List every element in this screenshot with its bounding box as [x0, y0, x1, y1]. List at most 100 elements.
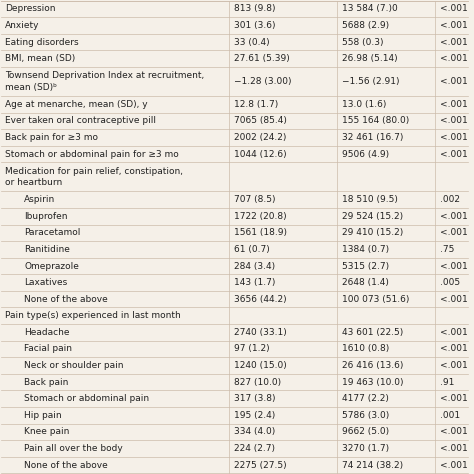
Text: Paracetamol: Paracetamol — [24, 228, 81, 237]
Text: 5688 (2.9): 5688 (2.9) — [342, 21, 389, 30]
Text: 13 584 (7.)0: 13 584 (7.)0 — [342, 4, 397, 13]
Text: <.001: <.001 — [439, 394, 467, 403]
Text: <.001: <.001 — [439, 444, 467, 453]
Text: 27.61 (5.39): 27.61 (5.39) — [234, 54, 290, 63]
Text: 29 410 (15.2): 29 410 (15.2) — [342, 228, 403, 237]
Text: 707 (8.5): 707 (8.5) — [234, 195, 276, 204]
Text: .005: .005 — [439, 278, 460, 287]
Text: Stomach or abdominal pain for ≥3 mo: Stomach or abdominal pain for ≥3 mo — [5, 150, 179, 159]
Text: Omeprazole: Omeprazole — [24, 262, 79, 271]
Text: Hip pain: Hip pain — [24, 411, 62, 420]
Text: 9506 (4.9): 9506 (4.9) — [342, 150, 389, 159]
Text: 33 (0.4): 33 (0.4) — [234, 37, 270, 46]
Text: 1610 (0.8): 1610 (0.8) — [342, 345, 389, 354]
Text: Aspirin: Aspirin — [24, 195, 55, 204]
Text: Ever taken oral contraceptive pill: Ever taken oral contraceptive pill — [5, 117, 156, 126]
Text: <.001: <.001 — [439, 212, 467, 221]
Text: 1561 (18.9): 1561 (18.9) — [234, 228, 287, 237]
Text: Headache: Headache — [24, 328, 70, 337]
Text: 4177 (2.2): 4177 (2.2) — [342, 394, 388, 403]
Text: Back pain: Back pain — [24, 378, 68, 387]
Text: 3656 (44.2): 3656 (44.2) — [234, 295, 287, 304]
Text: 1044 (12.6): 1044 (12.6) — [234, 150, 287, 159]
Text: <.001: <.001 — [439, 37, 467, 46]
Text: <.001: <.001 — [439, 150, 467, 159]
Text: Stomach or abdominal pain: Stomach or abdominal pain — [24, 394, 149, 403]
Text: 5315 (2.7): 5315 (2.7) — [342, 262, 389, 271]
Text: 5786 (3.0): 5786 (3.0) — [342, 411, 389, 420]
Text: Pain all over the body: Pain all over the body — [24, 444, 123, 453]
Text: 29 524 (15.2): 29 524 (15.2) — [342, 212, 402, 221]
Text: Ibuprofen: Ibuprofen — [24, 212, 67, 221]
Text: 301 (3.6): 301 (3.6) — [234, 21, 276, 30]
Text: 2002 (24.2): 2002 (24.2) — [234, 133, 286, 142]
Text: −1.56 (2.91): −1.56 (2.91) — [342, 77, 399, 86]
Text: 558 (0.3): 558 (0.3) — [342, 37, 383, 46]
Text: 284 (3.4): 284 (3.4) — [234, 262, 275, 271]
Text: Depression: Depression — [5, 4, 56, 13]
Text: 9662 (5.0): 9662 (5.0) — [342, 428, 389, 437]
Text: Back pain for ≥3 mo: Back pain for ≥3 mo — [5, 133, 99, 142]
Text: Ranitidine: Ranitidine — [24, 245, 70, 254]
Text: −1.28 (3.00): −1.28 (3.00) — [234, 77, 292, 86]
Text: 224 (2.7): 224 (2.7) — [234, 444, 275, 453]
Text: 43 601 (22.5): 43 601 (22.5) — [342, 328, 403, 337]
Text: 7065 (85.4): 7065 (85.4) — [234, 117, 287, 126]
Text: <.001: <.001 — [439, 345, 467, 354]
Text: <.001: <.001 — [439, 461, 467, 470]
Text: Age at menarche, mean (SD), y: Age at menarche, mean (SD), y — [5, 100, 148, 109]
Text: 195 (2.4): 195 (2.4) — [234, 411, 275, 420]
Text: .002: .002 — [439, 195, 460, 204]
Text: 100 073 (51.6): 100 073 (51.6) — [342, 295, 409, 304]
Text: .001: .001 — [439, 411, 460, 420]
Text: Facial pain: Facial pain — [24, 345, 72, 354]
Text: <.001: <.001 — [439, 361, 467, 370]
Text: 317 (3.8): 317 (3.8) — [234, 394, 276, 403]
Text: Knee pain: Knee pain — [24, 428, 69, 437]
Text: 26 416 (13.6): 26 416 (13.6) — [342, 361, 403, 370]
Text: 61 (0.7): 61 (0.7) — [234, 245, 270, 254]
Text: .75: .75 — [439, 245, 454, 254]
Text: Laxatives: Laxatives — [24, 278, 67, 287]
Text: 3270 (1.7): 3270 (1.7) — [342, 444, 389, 453]
Text: 827 (10.0): 827 (10.0) — [234, 378, 281, 387]
Text: <.001: <.001 — [439, 428, 467, 437]
Text: Townsend Deprivation Index at recruitment,
mean (SD)ᵇ: Townsend Deprivation Index at recruitmen… — [5, 72, 205, 91]
Text: 13.0 (1.6): 13.0 (1.6) — [342, 100, 386, 109]
Text: .91: .91 — [439, 378, 454, 387]
Text: 1722 (20.8): 1722 (20.8) — [234, 212, 287, 221]
Text: 97 (1.2): 97 (1.2) — [234, 345, 270, 354]
Text: 143 (1.7): 143 (1.7) — [234, 278, 275, 287]
Text: <.001: <.001 — [439, 4, 467, 13]
Text: Neck or shoulder pain: Neck or shoulder pain — [24, 361, 124, 370]
Text: <.001: <.001 — [439, 133, 467, 142]
Text: 2740 (33.1): 2740 (33.1) — [234, 328, 287, 337]
Text: None of the above: None of the above — [24, 295, 108, 304]
Text: 1240 (15.0): 1240 (15.0) — [234, 361, 287, 370]
Text: 813 (9.8): 813 (9.8) — [234, 4, 276, 13]
Text: <.001: <.001 — [439, 262, 467, 271]
Text: BMI, mean (SD): BMI, mean (SD) — [5, 54, 76, 63]
Text: <.001: <.001 — [439, 100, 467, 109]
Text: <.001: <.001 — [439, 295, 467, 304]
Text: 32 461 (16.7): 32 461 (16.7) — [342, 133, 403, 142]
Text: <.001: <.001 — [439, 117, 467, 126]
Text: <.001: <.001 — [439, 21, 467, 30]
Text: 26.98 (5.14): 26.98 (5.14) — [342, 54, 397, 63]
Text: <.001: <.001 — [439, 54, 467, 63]
Text: 74 214 (38.2): 74 214 (38.2) — [342, 461, 402, 470]
Text: <.001: <.001 — [439, 77, 467, 86]
Text: None of the above: None of the above — [24, 461, 108, 470]
Text: Medication for pain relief, constipation,
or heartburn: Medication for pain relief, constipation… — [5, 167, 183, 187]
Text: <.001: <.001 — [439, 228, 467, 237]
Text: 1384 (0.7): 1384 (0.7) — [342, 245, 389, 254]
Text: 12.8 (1.7): 12.8 (1.7) — [234, 100, 278, 109]
Text: 155 164 (80.0): 155 164 (80.0) — [342, 117, 409, 126]
Text: 2648 (1.4): 2648 (1.4) — [342, 278, 388, 287]
Text: 2275 (27.5): 2275 (27.5) — [234, 461, 287, 470]
Text: Pain type(s) experienced in last month: Pain type(s) experienced in last month — [5, 311, 181, 320]
Text: 334 (4.0): 334 (4.0) — [234, 428, 275, 437]
Text: Eating disorders: Eating disorders — [5, 37, 79, 46]
Text: Anxiety: Anxiety — [5, 21, 40, 30]
Text: 18 510 (9.5): 18 510 (9.5) — [342, 195, 397, 204]
